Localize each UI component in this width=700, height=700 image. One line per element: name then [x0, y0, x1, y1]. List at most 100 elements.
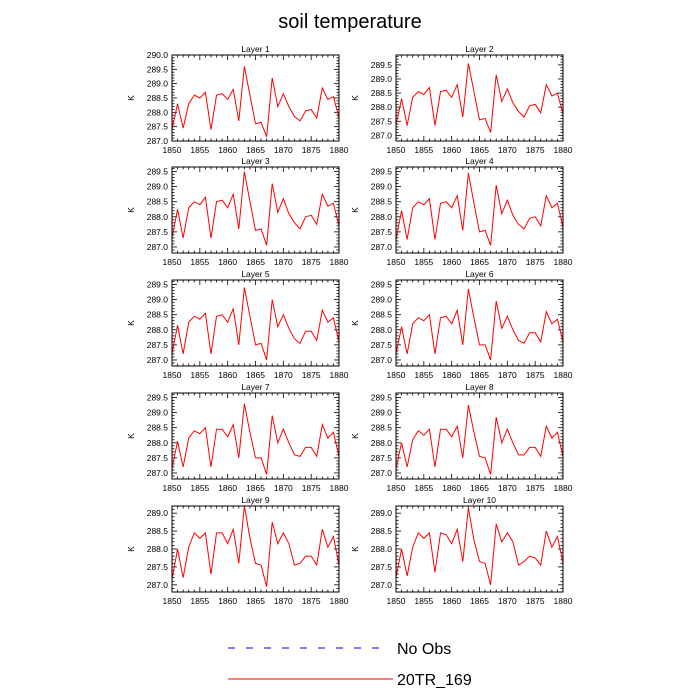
x-tick-label: 1875: [302, 145, 321, 155]
panel-layer-4: Layer 4 K 1850 1855 1860 1865 1870 1875 1880 287.…: [350, 156, 573, 267]
y-tick-label: 289.5: [147, 64, 169, 74]
plot-frame: [395, 279, 564, 367]
x-tick-label: 1880: [554, 596, 573, 606]
plot-frame: [395, 392, 564, 480]
panel-layer-7: Layer 7 K 1850 1855 1860 1865 1870 1875 1880 287.…: [126, 382, 349, 493]
panel-layer-10: Layer 10 K 1850 1855 1860 1865 1870 1875 1880 287…: [350, 495, 573, 606]
y-tick-label: 287.0: [371, 130, 393, 140]
x-tick-label: 1850: [387, 257, 406, 267]
x-tick-label: 1860: [442, 483, 461, 493]
plot-frame: [171, 505, 340, 593]
series-line-20tr-169: [171, 287, 340, 361]
x-tick-label: 1880: [330, 370, 349, 380]
panel-layer-1: Layer 1 K 1850 1855 1860 1865 1870 1875 1880 287.…: [126, 44, 349, 155]
plot-frame: [395, 54, 564, 142]
panel-layer-2: Layer 2 K 1850 1855 1860 1865 1870 1875 1880 287.…: [350, 44, 573, 155]
y-tick-label: 289.5: [371, 393, 393, 403]
plot-frame: [171, 166, 340, 254]
x-tick-label: 1860: [442, 145, 461, 155]
x-tick-label: 1865: [246, 370, 265, 380]
y-tick-label: 290.0: [147, 50, 169, 60]
x-tick-label: 1860: [218, 145, 237, 155]
x-tick-label: 1870: [274, 370, 293, 380]
y-axis-label-layer-9: K: [126, 546, 136, 552]
y-tick-label: 287.0: [371, 580, 393, 590]
x-tick-label: 1870: [274, 483, 293, 493]
y-axis-label-layer-8: K: [350, 433, 360, 439]
x-tick-label: 1875: [526, 257, 545, 267]
x-tick-label: 1860: [218, 483, 237, 493]
x-tick-label: 1860: [442, 370, 461, 380]
panel-layer-3: Layer 3 K 1850 1855 1860 1865 1870 1875 1880 287.…: [126, 156, 349, 267]
y-tick-label: 288.0: [371, 325, 393, 335]
x-tick-label: 1865: [470, 596, 489, 606]
series-line-20tr-169: [395, 172, 564, 246]
x-tick-label: 1855: [190, 483, 209, 493]
y-tick-label: 288.5: [371, 197, 393, 207]
y-tick-label: 288.5: [371, 526, 393, 536]
y-tick-label: 289.5: [371, 167, 393, 177]
y-tick-label: 287.0: [147, 242, 169, 252]
series-line-20tr-169: [171, 171, 340, 246]
y-tick-label: 289.5: [147, 167, 169, 177]
y-tick-label: 288.5: [371, 423, 393, 433]
y-tick-label: 289.5: [371, 60, 393, 70]
x-tick-label: 1865: [246, 145, 265, 155]
x-tick-label: 1855: [190, 145, 209, 155]
y-tick-label: 288.0: [147, 544, 169, 554]
x-tick-label: 1855: [190, 596, 209, 606]
x-tick-label: 1875: [526, 483, 545, 493]
panel-title-layer-4: Layer 4: [465, 156, 494, 166]
x-tick-label: 1880: [554, 257, 573, 267]
x-tick-label: 1850: [163, 145, 182, 155]
x-tick-label: 1850: [387, 145, 406, 155]
x-tick-label: 1880: [554, 483, 573, 493]
series-line-20tr-169: [395, 63, 564, 133]
x-tick-label: 1855: [414, 483, 433, 493]
x-tick-label: 1860: [442, 596, 461, 606]
y-tick-label: 287.5: [147, 340, 169, 350]
legend-label-no-obs: No Obs: [397, 641, 451, 658]
x-tick-label: 1875: [526, 145, 545, 155]
y-axis-label-layer-1: K: [126, 95, 136, 101]
panels-group: Layer 1 K 1850 1855 1860 1865 1870 1875 1880 287.…: [126, 44, 573, 606]
y-tick-label: 287.0: [371, 355, 393, 365]
x-tick-label: 1850: [387, 483, 406, 493]
y-tick-label: 289.5: [147, 393, 169, 403]
y-tick-label: 287.0: [147, 136, 169, 146]
x-tick-label: 1850: [163, 257, 182, 267]
y-tick-label: 288.0: [147, 438, 169, 448]
y-tick-label: 289.0: [371, 182, 393, 192]
x-tick-label: 1865: [470, 483, 489, 493]
y-tick-label: 289.0: [147, 182, 169, 192]
y-tick-label: 288.5: [147, 423, 169, 433]
x-tick-label: 1870: [274, 596, 293, 606]
y-tick-label: 289.0: [371, 508, 393, 518]
panel-title-layer-9: Layer 9: [241, 495, 270, 505]
x-tick-label: 1870: [498, 596, 517, 606]
y-axis-label-layer-6: K: [350, 320, 360, 326]
x-tick-label: 1880: [554, 370, 573, 380]
panel-title-layer-8: Layer 8: [465, 382, 494, 392]
x-tick-label: 1865: [246, 596, 265, 606]
y-tick-label: 288.0: [371, 438, 393, 448]
y-axis-label-layer-10: K: [350, 546, 360, 552]
y-tick-label: 288.0: [147, 325, 169, 335]
x-tick-label: 1880: [330, 145, 349, 155]
series-line-20tr-169: [171, 66, 340, 137]
x-tick-label: 1855: [414, 257, 433, 267]
y-tick-label: 287.5: [371, 453, 393, 463]
x-tick-label: 1850: [387, 370, 406, 380]
x-tick-label: 1875: [526, 596, 545, 606]
y-tick-label: 288.5: [147, 310, 169, 320]
x-tick-label: 1875: [302, 596, 321, 606]
x-tick-label: 1875: [302, 370, 321, 380]
x-tick-label: 1860: [442, 257, 461, 267]
x-tick-label: 1855: [414, 596, 433, 606]
x-tick-label: 1855: [190, 370, 209, 380]
y-axis-label-layer-4: K: [350, 207, 360, 213]
x-tick-label: 1865: [246, 483, 265, 493]
y-tick-label: 288.5: [371, 310, 393, 320]
legend: No Obs 20TR_169: [228, 641, 472, 689]
y-axis-label-layer-5: K: [126, 320, 136, 326]
